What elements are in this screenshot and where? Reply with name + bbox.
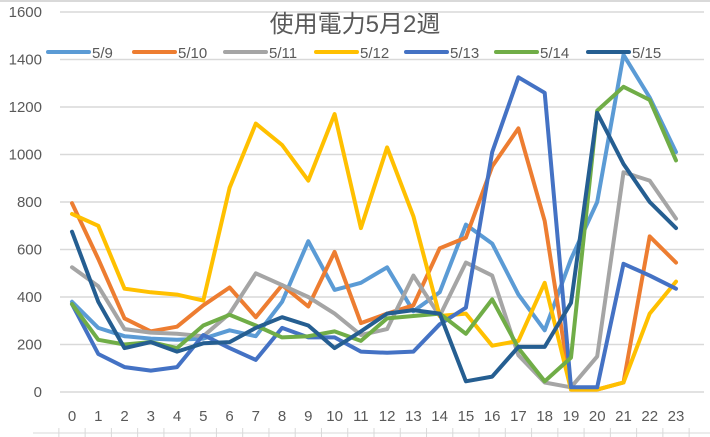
y-tick-label: 1200 xyxy=(9,99,42,116)
x-tick-label: 11 xyxy=(353,408,369,425)
y-tick-label: 400 xyxy=(17,289,42,306)
x-tick-label: 10 xyxy=(326,408,343,425)
legend-item: 5/11 xyxy=(223,45,297,62)
legend-item: 5/12 xyxy=(314,45,389,62)
legend-label: 5/9 xyxy=(92,45,113,62)
legend-label: 5/11 xyxy=(269,45,297,62)
x-tick-label: 9 xyxy=(304,408,312,425)
x-tick-label: 19 xyxy=(563,408,580,425)
x-tick-label: 20 xyxy=(589,408,606,425)
x-tick-label: 17 xyxy=(510,408,527,425)
y-tick-label: 1000 xyxy=(9,147,42,164)
legend-item: 5/9 xyxy=(46,45,113,62)
series-line-5-12 xyxy=(70,112,678,392)
y-tick-label: 200 xyxy=(17,337,42,354)
legend-item: 5/14 xyxy=(494,45,569,62)
x-tick-label: 18 xyxy=(536,408,553,425)
x-tick-label: 7 xyxy=(252,408,260,425)
x-tick-label: 23 xyxy=(668,408,685,425)
y-axis-ticks: 0 200 400 600 800 1000 1200 1400 1600 xyxy=(9,4,42,401)
y-tick-label: 1400 xyxy=(9,52,42,69)
y-tick-label: 600 xyxy=(17,242,42,259)
x-tick-label: 5 xyxy=(199,408,207,425)
legend-label: 5/13 xyxy=(450,45,479,62)
x-tick-label: 16 xyxy=(484,408,501,425)
legend-label: 5/10 xyxy=(178,45,207,62)
legend-item: 5/10 xyxy=(132,45,207,62)
series-lines xyxy=(70,52,678,392)
legend-label: 5/12 xyxy=(360,45,389,62)
y-tick-label: 0 xyxy=(34,384,42,401)
legend-label: 5/15 xyxy=(632,45,661,62)
series-line-5-9 xyxy=(70,52,678,342)
x-tick-label: 21 xyxy=(615,408,632,425)
x-tick-label: 4 xyxy=(173,408,181,425)
x-axis-ticks: 0 1 2 3 4 5 6 7 8 9 10 11 12 13 14 15 16 17 18 19 20 21 22 23 xyxy=(33,408,710,437)
legend: 5/9 5/10 5/11 5/12 5/13 5/14 5/15 xyxy=(46,45,661,62)
x-tick-label: 13 xyxy=(405,408,422,425)
x-tick-label: 12 xyxy=(379,408,396,425)
x-tick-label: 14 xyxy=(431,408,448,425)
x-tick-label: 1 xyxy=(94,408,102,425)
legend-item: 5/15 xyxy=(586,45,661,62)
x-tick-label: 3 xyxy=(147,408,155,425)
x-tick-label: 2 xyxy=(120,408,128,425)
x-tick-label: 8 xyxy=(278,408,286,425)
x-tick-label: 22 xyxy=(641,408,658,425)
series-line-5-14 xyxy=(70,84,678,384)
legend-item: 5/13 xyxy=(404,45,479,62)
series-line-5-13 xyxy=(70,75,678,390)
y-tick-label: 1600 xyxy=(9,4,42,21)
chart-title: 使用電力5月2週 xyxy=(270,11,441,38)
series-line-5-15 xyxy=(70,110,678,384)
x-tick-label: 6 xyxy=(225,408,233,425)
legend-label: 5/14 xyxy=(540,45,569,62)
y-tick-label: 800 xyxy=(17,194,42,211)
x-tick-label: 15 xyxy=(458,408,475,425)
x-tick-label: 0 xyxy=(68,408,76,425)
